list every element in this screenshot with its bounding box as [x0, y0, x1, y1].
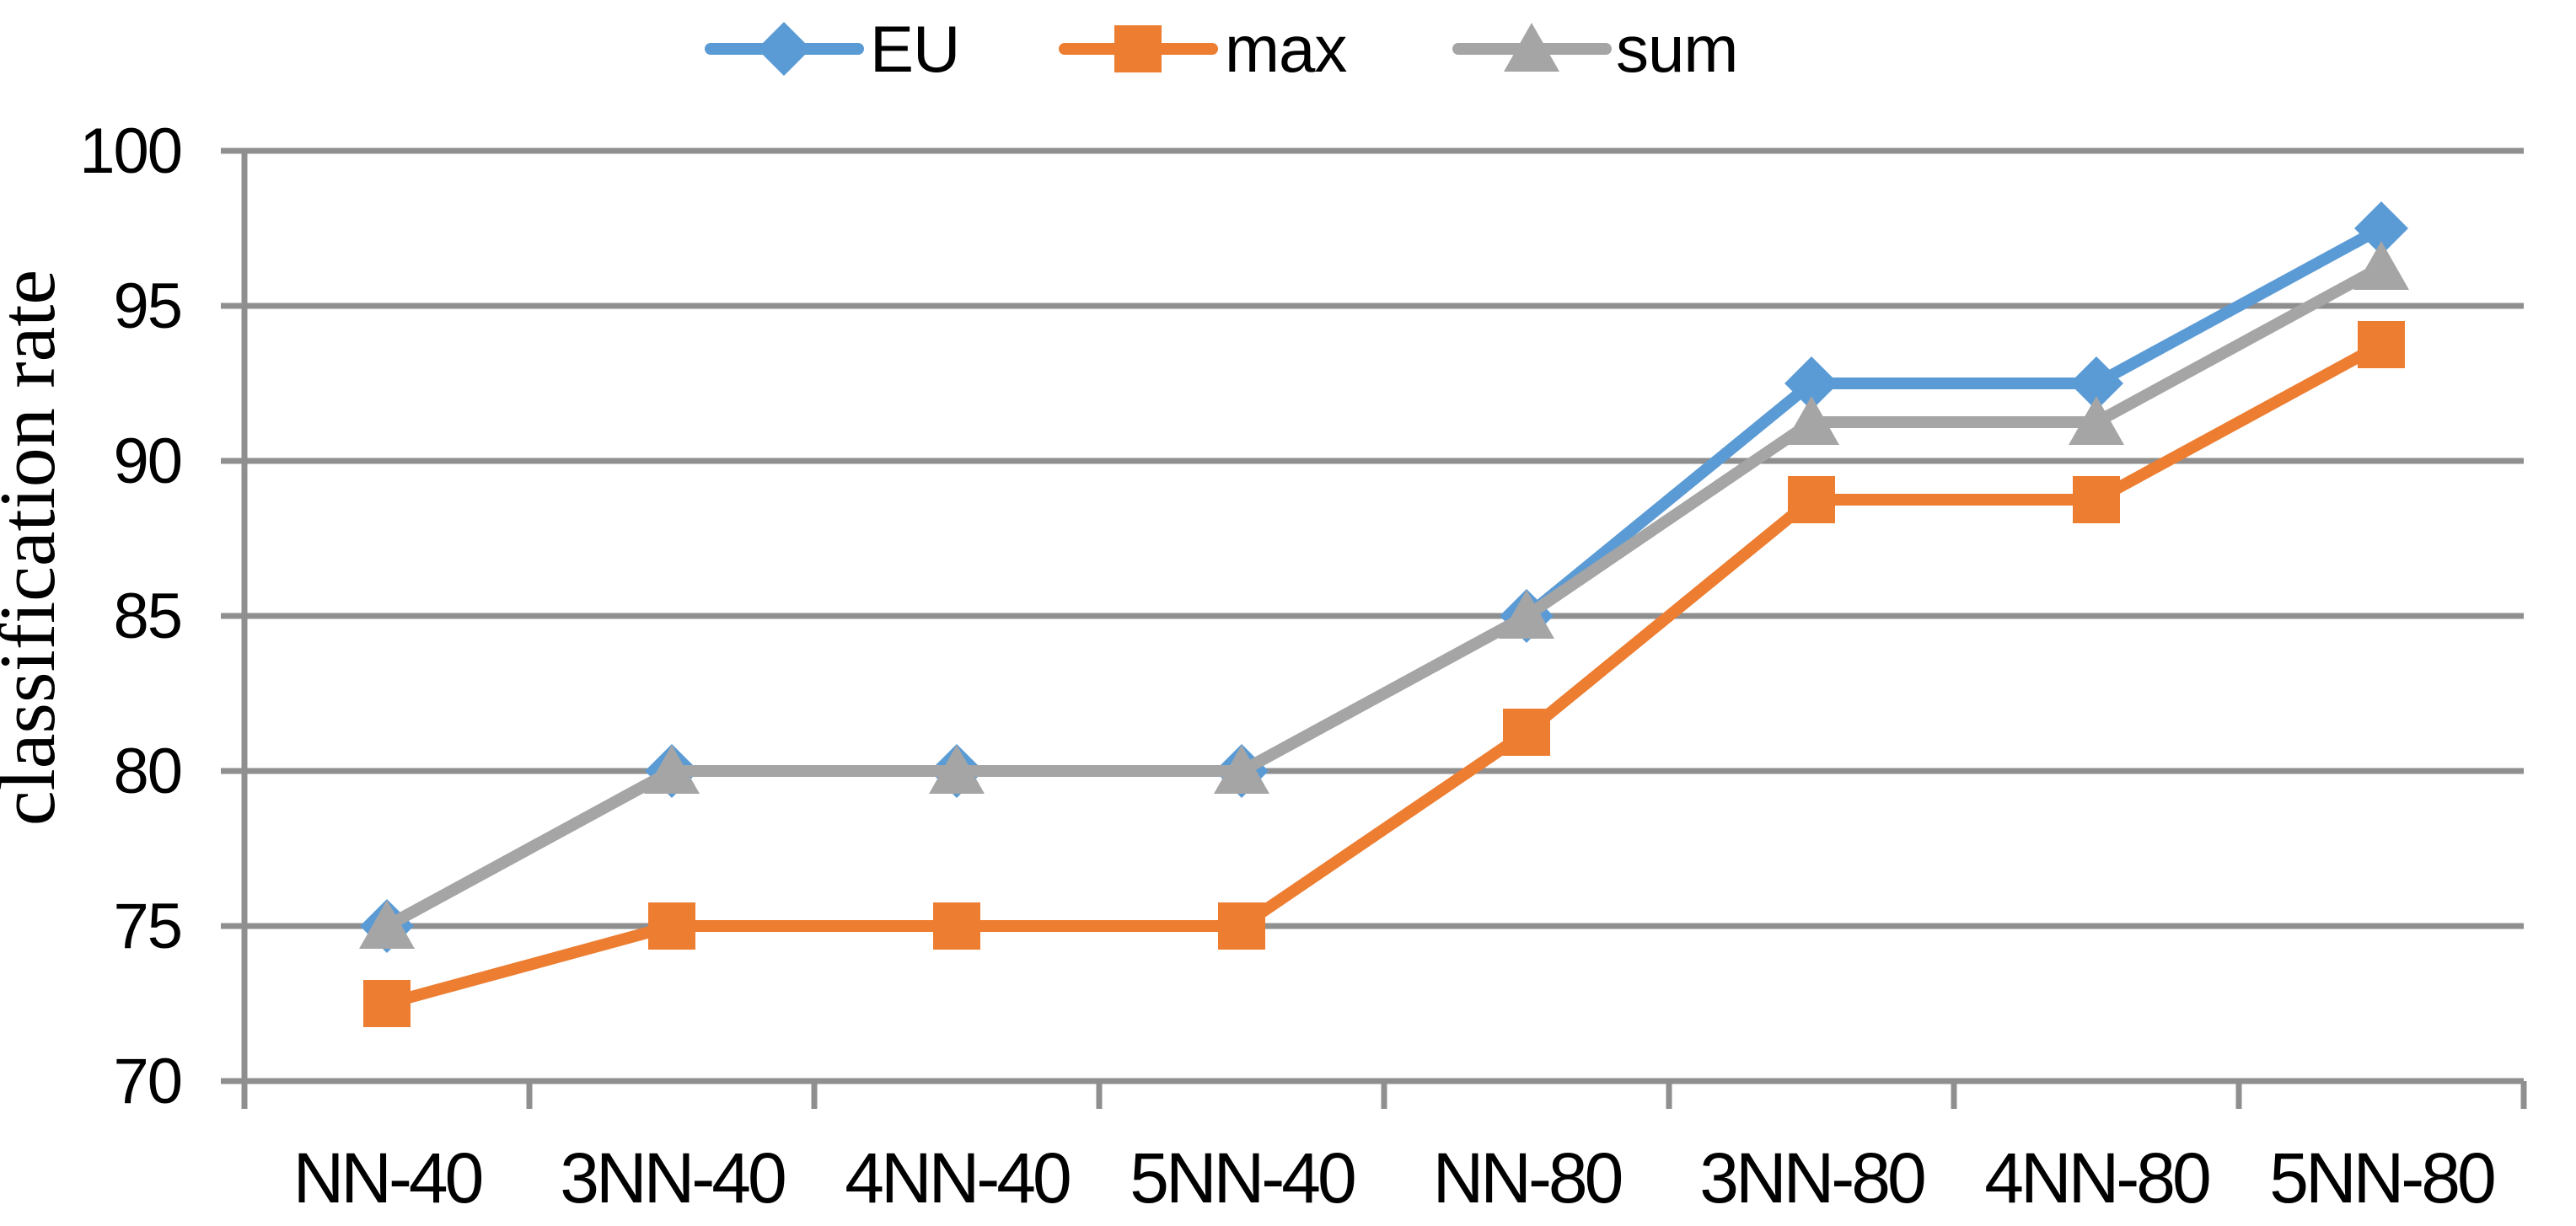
y-tick-label-90: 90	[113, 426, 181, 497]
data-point-sum-3NN-40	[644, 745, 700, 794]
y-axis-title: classification rate	[0, 270, 72, 826]
legend-square-icon	[1114, 25, 1162, 72]
data-point-sum-4NN-80	[2069, 396, 2124, 445]
x-tick-labels: NN-40 3NN-40 4NN-40 5NN-40 NN-80 3NN-80 4NN-80…	[293, 1138, 2498, 1218]
legend-label-eu: EU	[870, 12, 959, 86]
y-tick-labels: 70 75 80 85 90 95 100	[79, 115, 183, 1117]
x-tick-label-4NN-40: 4NN-40	[845, 1138, 1070, 1218]
x-tick-label-NN-80: NN-80	[1433, 1138, 1622, 1218]
x-tick-label-3NN-80: 3NN-80	[1699, 1138, 1924, 1218]
series-sum	[359, 241, 2409, 949]
x-tick-label-NN-40: NN-40	[293, 1138, 482, 1218]
y-tick-label-80: 80	[113, 736, 181, 807]
data-point-max-5NN-40	[1218, 902, 1265, 950]
data-point-sum-4NN-40	[929, 745, 985, 794]
y-tick-label-100: 100	[79, 115, 181, 187]
legend-diamond-icon	[757, 22, 811, 76]
series	[359, 201, 2409, 1027]
data-point-EU-5NN-80	[2354, 201, 2408, 255]
series-max	[363, 321, 2405, 1027]
legend: EU max sum	[705, 12, 1738, 86]
data-point-max-5NN-80	[2358, 321, 2405, 368]
data-point-max-4NN-40	[933, 902, 980, 950]
axes	[241, 151, 2527, 1109]
data-point-sum-5NN-40	[1214, 745, 1269, 794]
data-point-sum-3NN-80	[1784, 396, 1839, 445]
data-point-max-NN-40	[363, 980, 411, 1027]
series-line-EU	[384, 222, 2385, 932]
data-point-max-3NN-80	[1788, 476, 1835, 523]
data-point-max-4NN-80	[2073, 476, 2120, 523]
series-line-sum	[384, 261, 2385, 932]
x-tick-label-5NN-40: 5NN-40	[1130, 1138, 1355, 1218]
y-tick-label-85: 85	[113, 581, 181, 652]
y-tick-label-95: 95	[113, 270, 181, 342]
x-tick-label-4NN-80: 4NN-80	[1984, 1138, 2209, 1218]
data-point-max-NN-80	[1503, 709, 1550, 756]
legend-item-sum	[1452, 23, 1612, 72]
x-tick-label-3NN-40: 3NN-40	[560, 1138, 785, 1218]
data-point-sum-NN-40	[359, 900, 415, 949]
series-line-max	[385, 339, 2385, 1009]
legend-triangle-icon	[1504, 23, 1559, 72]
data-point-sum-NN-80	[1499, 590, 1554, 639]
legend-label-sum: sum	[1616, 12, 1737, 86]
series-EU	[360, 201, 2408, 953]
data-point-sum-5NN-80	[2353, 241, 2409, 290]
gridlines	[221, 147, 2524, 1084]
data-point-max-3NN-40	[648, 902, 695, 950]
legend-item-max	[1059, 25, 1218, 72]
data-point-EU-4NN-80	[2069, 356, 2123, 410]
x-tick-label-5NN-80: 5NN-80	[2269, 1138, 2494, 1218]
legend-item-eu	[705, 22, 864, 76]
y-tick-label-70: 70	[113, 1046, 181, 1117]
y-tick-label-75: 75	[113, 891, 181, 962]
data-point-EU-3NN-80	[1784, 356, 1838, 410]
legend-label-max: max	[1225, 12, 1347, 86]
